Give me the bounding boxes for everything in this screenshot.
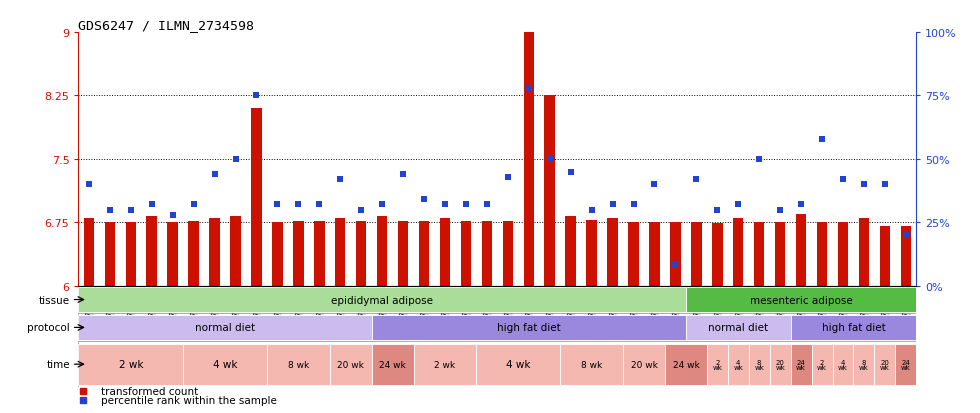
Bar	[816, 223, 827, 286]
Bar	[838, 223, 849, 286]
Bar	[125, 223, 136, 286]
Text: 20 wk: 20 wk	[337, 360, 365, 369]
Bar	[791, 315, 916, 340]
Bar	[523, 33, 534, 286]
Text: 4 wk: 4 wk	[506, 359, 530, 369]
Text: epididymal adipose: epididymal adipose	[331, 295, 433, 305]
Bar	[335, 218, 346, 286]
Text: mesenteric adipose: mesenteric adipose	[750, 295, 853, 305]
Text: GDS6247 / ILMN_2734598: GDS6247 / ILMN_2734598	[78, 19, 255, 32]
Text: 20
wk: 20 wk	[775, 358, 785, 370]
Bar	[901, 227, 911, 286]
Bar	[775, 223, 785, 286]
Bar	[210, 218, 220, 286]
Bar	[371, 344, 414, 385]
Bar	[728, 344, 749, 385]
Text: 4
wk: 4 wk	[733, 358, 743, 370]
Text: 8
wk: 8 wk	[755, 358, 764, 370]
Bar	[330, 344, 371, 385]
Text: transformed count: transformed count	[101, 386, 198, 396]
Bar	[586, 220, 597, 286]
Text: 24 wk: 24 wk	[379, 360, 406, 369]
Text: normal diet: normal diet	[195, 323, 255, 332]
Text: 4
wk: 4 wk	[838, 358, 848, 370]
Bar	[833, 344, 854, 385]
Bar	[749, 344, 769, 385]
Bar	[83, 218, 94, 286]
Text: 2
wk: 2 wk	[817, 358, 827, 370]
Bar	[565, 217, 576, 286]
Bar	[356, 222, 367, 286]
Text: tissue: tissue	[39, 295, 70, 305]
Bar	[414, 344, 476, 385]
Text: 20
wk: 20 wk	[880, 358, 890, 370]
Bar	[896, 344, 916, 385]
Bar	[796, 214, 807, 286]
Text: high fat diet: high fat diet	[497, 323, 561, 332]
Bar	[608, 218, 617, 286]
Bar	[623, 344, 664, 385]
Text: 8 wk: 8 wk	[581, 360, 603, 369]
Bar	[754, 223, 764, 286]
Bar	[398, 222, 409, 286]
Bar	[377, 217, 387, 286]
Bar	[314, 222, 324, 286]
Bar	[418, 222, 429, 286]
Bar	[461, 222, 471, 286]
Text: 8
wk: 8 wk	[859, 358, 869, 370]
Bar	[481, 222, 492, 286]
Bar	[371, 315, 686, 340]
Bar	[183, 344, 267, 385]
Text: normal diet: normal diet	[709, 323, 768, 332]
Bar	[769, 344, 791, 385]
Text: 20 wk: 20 wk	[630, 360, 658, 369]
Bar	[293, 222, 304, 286]
Bar	[707, 344, 728, 385]
Text: protocol: protocol	[27, 323, 70, 332]
Text: 2
wk: 2 wk	[712, 358, 722, 370]
Bar	[561, 344, 623, 385]
Bar	[188, 222, 199, 286]
Text: 8 wk: 8 wk	[288, 360, 309, 369]
Bar	[267, 344, 329, 385]
Bar	[230, 217, 241, 286]
Bar	[105, 223, 115, 286]
Bar	[811, 344, 833, 385]
Bar	[628, 223, 639, 286]
Bar	[168, 223, 178, 286]
Bar	[670, 223, 681, 286]
Bar	[440, 218, 450, 286]
Bar	[854, 344, 874, 385]
Text: 4 wk: 4 wk	[213, 359, 237, 369]
Text: 24
wk: 24 wk	[796, 358, 806, 370]
Bar	[272, 223, 282, 286]
Bar	[686, 315, 791, 340]
Bar	[649, 223, 660, 286]
Bar	[476, 344, 561, 385]
Bar	[545, 96, 555, 286]
Text: high fat diet: high fat diet	[821, 323, 885, 332]
Text: 24 wk: 24 wk	[672, 360, 700, 369]
Bar	[733, 218, 744, 286]
Bar	[503, 222, 514, 286]
Bar	[78, 287, 686, 312]
Bar	[858, 218, 869, 286]
Text: percentile rank within the sample: percentile rank within the sample	[101, 395, 277, 405]
Bar	[712, 223, 722, 286]
Text: 24
wk: 24 wk	[901, 358, 910, 370]
Bar	[880, 227, 890, 286]
Bar	[664, 344, 707, 385]
Text: time: time	[46, 359, 70, 369]
Bar	[146, 217, 157, 286]
Text: 2 wk: 2 wk	[434, 360, 456, 369]
Bar	[874, 344, 896, 385]
Bar	[691, 223, 702, 286]
Bar	[686, 287, 916, 312]
Bar	[78, 315, 371, 340]
Text: 2 wk: 2 wk	[119, 359, 143, 369]
Bar	[791, 344, 811, 385]
Bar	[251, 109, 262, 286]
Bar	[78, 344, 183, 385]
